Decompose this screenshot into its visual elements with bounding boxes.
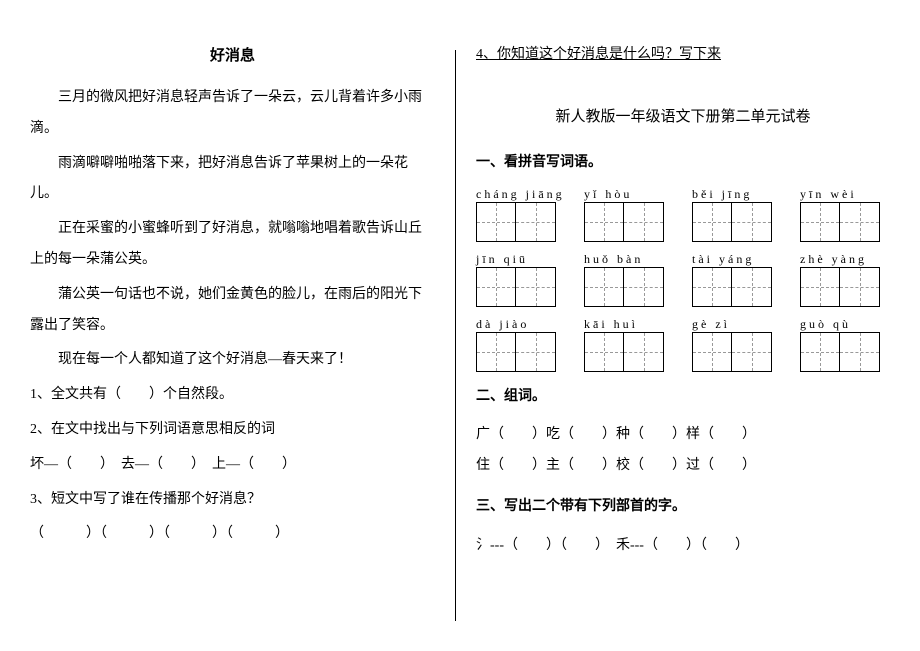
question-2-blanks: 坏—（ ） 去—（ ） 上—（ ） — [30, 450, 435, 481]
tianzige-pair — [800, 267, 890, 307]
tianzige-pair — [476, 267, 566, 307]
tianzige-box — [840, 267, 880, 307]
test-subtitle: 新人教版一年级语文下册第二单元试卷 — [476, 101, 890, 134]
tianzige-box — [732, 332, 772, 372]
tianzige-box — [584, 332, 624, 372]
tianzige-pair — [692, 332, 782, 372]
pinyin-label: cháng jiāng — [476, 187, 566, 201]
worksheet-page: 好消息 三月的微风把好消息轻声告诉了一朵云，云儿背着许多小雨滴。 雨滴噼噼啪啪落… — [0, 0, 920, 651]
pinyin-cell: zhè yàng — [800, 252, 890, 307]
tianzige-pair — [800, 202, 890, 242]
pinyin-label: guò qù — [800, 317, 890, 331]
pinyin-label: běi jīng — [692, 187, 782, 201]
section-3-heading: 三、写出二个带有下列部首的字。 — [476, 492, 890, 523]
pinyin-label: huǒ bàn — [584, 252, 674, 266]
zuci-row-1: 广（ ）吃（ ）种（ ）样（ ） — [476, 420, 890, 451]
tianzige-box — [732, 202, 772, 242]
para-5: 现在每一个人都知道了这个好消息—春天来了！ — [30, 345, 435, 376]
tianzige-pair — [476, 332, 566, 372]
pinyin-cell: yǐ hòu — [584, 187, 674, 242]
para-4: 蒲公英一句话也不说，她们金黄色的脸儿，在雨后的阳光下露出了笑容。 — [30, 280, 435, 342]
tianzige-box — [516, 267, 556, 307]
tianzige-box — [624, 267, 664, 307]
section-2-heading: 二、组词。 — [476, 382, 890, 413]
tianzige-box — [840, 332, 880, 372]
tianzige-pair — [692, 267, 782, 307]
tianzige-box — [732, 267, 772, 307]
tianzige-box — [476, 267, 516, 307]
tianzige-box — [800, 202, 840, 242]
pinyin-label: jīn qiū — [476, 252, 566, 266]
para-1: 三月的微风把好消息轻声告诉了一朵云，云儿背着许多小雨滴。 — [30, 83, 435, 145]
tianzige-box — [584, 202, 624, 242]
tianzige-box — [584, 267, 624, 307]
pinyin-cell: běi jīng — [692, 187, 782, 242]
right-column: 4、你知道这个好消息是什么吗？写下来 新人教版一年级语文下册第二单元试卷 一、看… — [456, 40, 890, 631]
section-1-heading: 一、看拼音写词语。 — [476, 148, 890, 179]
pinyin-label: gè zì — [692, 317, 782, 331]
tianzige-pair — [800, 332, 890, 372]
pinyin-cell: kāi huì — [584, 317, 674, 372]
question-4: 4、你知道这个好消息是什么吗？写下来 — [476, 40, 890, 71]
tianzige-box — [624, 332, 664, 372]
pinyin-label: zhè yàng — [800, 252, 890, 266]
question-3-blanks: （ ）（ ）（ ）（ ） — [30, 519, 435, 550]
pinyin-grid-container: cháng jiāng yǐ hòu běi jīng yīn wèi jīn qiū h… — [476, 187, 890, 372]
tianzige-box — [516, 332, 556, 372]
pinyin-cell: yīn wèi — [800, 187, 890, 242]
tianzige-box — [800, 332, 840, 372]
pinyin-cell: dà jiào — [476, 317, 566, 372]
story-title: 好消息 — [30, 40, 435, 73]
zuci-row-2: 住（ ）主（ ）校（ ）过（ ） — [476, 451, 890, 482]
pinyin-row: cháng jiāng yǐ hòu běi jīng yīn wèi — [476, 187, 890, 242]
pinyin-row: dà jiào kāi huì gè zì guò qù — [476, 317, 890, 372]
pinyin-cell: huǒ bàn — [584, 252, 674, 307]
tianzige-box — [476, 332, 516, 372]
bushou-line: 氵---（ ）（ ） 禾---（ ）（ ） — [476, 531, 890, 562]
pinyin-label: kāi huì — [584, 317, 674, 331]
tianzige-box — [840, 202, 880, 242]
left-column: 好消息 三月的微风把好消息轻声告诉了一朵云，云儿背着许多小雨滴。 雨滴噼噼啪啪落… — [30, 40, 455, 631]
tianzige-box — [624, 202, 664, 242]
para-3: 正在采蜜的小蜜蜂听到了好消息，就嗡嗡地唱着歌告诉山丘上的每一朵蒲公英。 — [30, 214, 435, 276]
pinyin-cell: guò qù — [800, 317, 890, 372]
pinyin-label: yǐ hòu — [584, 187, 674, 201]
question-1: 1、全文共有（ ）个自然段。 — [30, 380, 435, 411]
pinyin-label: yīn wèi — [800, 187, 890, 201]
tianzige-box — [692, 267, 732, 307]
pinyin-row: jīn qiū huǒ bàn tài yáng zhè yàng — [476, 252, 890, 307]
tianzige-box — [800, 267, 840, 307]
tianzige-pair — [692, 202, 782, 242]
pinyin-cell: jīn qiū — [476, 252, 566, 307]
tianzige-pair — [584, 267, 674, 307]
tianzige-pair — [584, 332, 674, 372]
question-2: 2、在文中找出与下列词语意思相反的词 — [30, 415, 435, 446]
question-3: 3、短文中写了谁在传播那个好消息？ — [30, 485, 435, 516]
tianzige-box — [516, 202, 556, 242]
tianzige-box — [692, 202, 732, 242]
tianzige-box — [476, 202, 516, 242]
pinyin-cell: tài yáng — [692, 252, 782, 307]
pinyin-label: tài yáng — [692, 252, 782, 266]
tianzige-pair — [584, 202, 674, 242]
pinyin-label: dà jiào — [476, 317, 566, 331]
pinyin-cell: cháng jiāng — [476, 187, 566, 242]
tianzige-pair — [476, 202, 566, 242]
pinyin-cell: gè zì — [692, 317, 782, 372]
tianzige-box — [692, 332, 732, 372]
para-2: 雨滴噼噼啪啪落下来，把好消息告诉了苹果树上的一朵花儿。 — [30, 149, 435, 211]
